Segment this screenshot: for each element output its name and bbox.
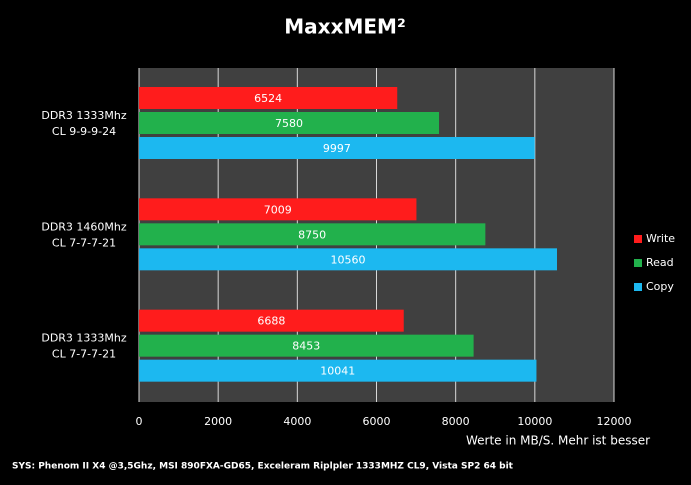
x-tick-label: 8000 (442, 415, 470, 428)
data-label: 10560 (331, 253, 366, 266)
bar (139, 87, 398, 109)
legend-swatch (634, 259, 642, 267)
bar (139, 198, 417, 221)
data-label: 8453 (292, 340, 320, 353)
legend-label: Read (646, 256, 674, 269)
legend-swatch (634, 235, 642, 243)
x-tick-label: 10000 (517, 415, 552, 428)
y-tick-label: CL 9-9-9-24 (52, 125, 116, 138)
data-label: 6688 (257, 315, 285, 328)
chart-title: MaxxMEM² (284, 15, 405, 39)
x-tick-label: 0 (136, 415, 143, 428)
x-tick-label: 6000 (363, 415, 391, 428)
y-tick-label: DDR3 1333Mhz (41, 109, 127, 122)
data-label: 9997 (323, 142, 351, 155)
y-tick-label: CL 7-7-7-21 (52, 348, 116, 361)
bar (139, 359, 537, 382)
bar (139, 334, 474, 357)
data-label: 7009 (264, 203, 292, 216)
data-label: 10041 (320, 365, 355, 378)
data-label: 6524 (254, 92, 282, 105)
y-tick-label: DDR3 1333Mhz (41, 332, 127, 345)
data-label: 8750 (298, 228, 326, 241)
bar (139, 137, 535, 159)
bar (139, 223, 486, 246)
x-tick-label: 12000 (597, 415, 632, 428)
x-tick-label: 2000 (204, 415, 232, 428)
legend-label: Write (646, 232, 675, 245)
bar (139, 112, 440, 134)
bar (139, 309, 404, 332)
footer: SYS: Phenom II X4 @3,5Ghz, MSI 890FXA-GD… (12, 462, 514, 472)
bar (139, 248, 557, 271)
x-tick-label: 4000 (283, 415, 311, 428)
legend-label: Copy (646, 280, 674, 293)
legend-swatch (634, 283, 642, 291)
y-tick-label: DDR3 1460Mhz (41, 220, 127, 233)
y-tick-label: CL 7-7-7-21 (52, 236, 116, 249)
x-axis-label: Werte in MB/S. Mehr ist besser (466, 434, 650, 448)
data-label: 7580 (275, 117, 303, 130)
